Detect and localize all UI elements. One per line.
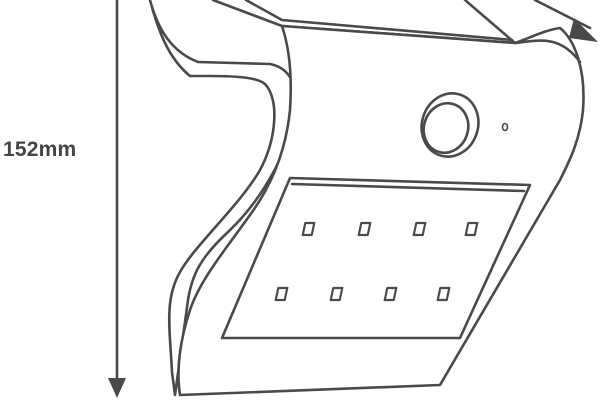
motion-sensor: [420, 92, 480, 158]
led-chip: [412, 221, 427, 237]
led-panel: [220, 176, 532, 340]
led-chip: [436, 286, 451, 302]
body-shoulder-edge: [513, 39, 582, 64]
depth-dimension-line: [533, 0, 598, 42]
led-chip: [357, 221, 372, 237]
height-dimension-label: 152mm: [3, 138, 77, 161]
height-arrow-down: [108, 378, 126, 398]
led-chip: [301, 221, 316, 237]
led-panel-inner-edge: [290, 182, 526, 193]
led-chip: [464, 221, 479, 237]
solar-panel-inner: [244, 0, 514, 42]
led-chip: [329, 286, 344, 302]
height-dimension-line: [108, 0, 126, 398]
depth-arrow-head: [569, 18, 598, 42]
led-chips: [274, 221, 479, 302]
led-chip: [383, 286, 398, 302]
led-panel-frame: [220, 176, 532, 340]
light-sensor-dot: [501, 122, 509, 132]
led-chip: [274, 286, 289, 302]
